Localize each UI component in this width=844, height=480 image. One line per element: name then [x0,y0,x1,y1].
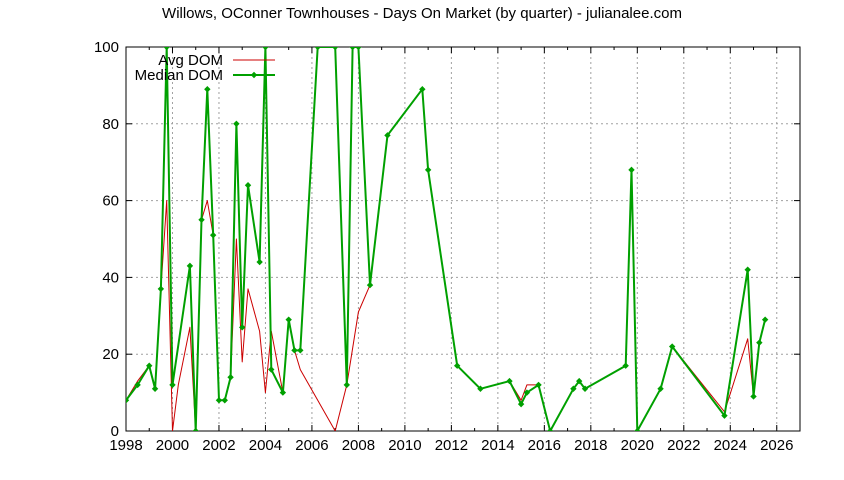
x-tick-label: 2000 [156,437,189,454]
x-tick-label: 2020 [621,437,654,454]
x-tick-label: 2002 [202,437,235,454]
data-point [134,381,141,389]
data-point [546,427,554,431]
y-tick-label: 60 [102,193,119,210]
data-point [634,427,641,431]
data-point [535,381,542,389]
data-point [239,324,246,331]
series-0 [126,88,766,431]
data-point [204,86,211,93]
data-point [169,381,176,389]
x-tick-label: 2026 [760,437,793,454]
data-point [244,182,252,189]
data-point [146,362,153,369]
x-tick-label: 2008 [342,437,375,454]
data-point [477,385,484,392]
data-point [198,216,205,223]
data-point [192,427,199,431]
series-line [126,88,766,431]
x-tick-label: 2018 [574,437,607,454]
x-tick-label: 2016 [528,437,561,454]
axis-layer: 1998 2000 2002 2004 2006 2008 2010 2012 2014 2016… [94,39,801,454]
data-point [186,262,194,270]
data-point [576,377,583,385]
data-point [227,374,234,381]
data-point [256,258,263,266]
data-point [331,47,339,51]
series-layer [126,47,769,431]
data-point [744,266,751,273]
data-point [668,343,676,350]
data-point [506,377,513,385]
data-point [157,285,165,293]
x-tick-label: 2014 [481,437,514,454]
data-point [262,47,269,51]
data-point [233,120,240,127]
data-point [221,397,228,404]
y-tick-label: 40 [102,269,119,286]
x-tick-label: 2012 [435,437,468,454]
legend-marker-1 [250,71,258,79]
data-point [209,231,217,239]
x-tick-label: 2010 [388,437,421,454]
y-tick-label: 100 [94,39,119,56]
data-point [523,389,531,396]
x-tick-label: 1998 [109,437,142,454]
data-point [453,362,461,369]
plot-frame [125,46,801,432]
data-point [570,385,577,392]
x-tick-label: 2006 [295,437,328,454]
data-point [756,339,763,346]
legend-label-0: Avg DOM [158,52,223,69]
data-point [628,166,635,174]
data-point [285,316,292,323]
data-point [384,132,391,139]
data-point [279,389,287,396]
data-point [657,385,664,392]
data-point [126,397,130,404]
data-point [343,381,350,389]
data-point [268,366,275,373]
data-point [366,281,374,289]
data-point [349,47,356,51]
y-tick-label: 80 [102,116,119,133]
x-tick-label: 2024 [714,437,747,454]
data-point [761,316,769,323]
data-point [291,347,298,354]
data-point [622,362,629,369]
series-line [126,47,767,431]
data-point [581,385,589,392]
data-point [355,47,362,51]
data-point [424,166,432,174]
data-point [517,400,525,408]
data-point [151,385,159,392]
series-1 [126,47,769,431]
x-tick-label: 2004 [249,437,282,454]
data-point [215,397,223,404]
y-tick-label: 20 [102,346,119,363]
data-point [419,86,426,93]
data-point [750,393,757,400]
data-point [314,47,321,51]
data-point [163,47,170,51]
y-tick-label: 0 [111,423,119,440]
data-point [297,347,304,354]
data-point [721,412,728,419]
grid-layer [126,47,800,431]
legend-label-1: Median DOM [135,67,223,84]
chart-title: Willows, OConner Townhouses - Days On Ma… [162,5,682,22]
x-tick-label: 2022 [667,437,700,454]
